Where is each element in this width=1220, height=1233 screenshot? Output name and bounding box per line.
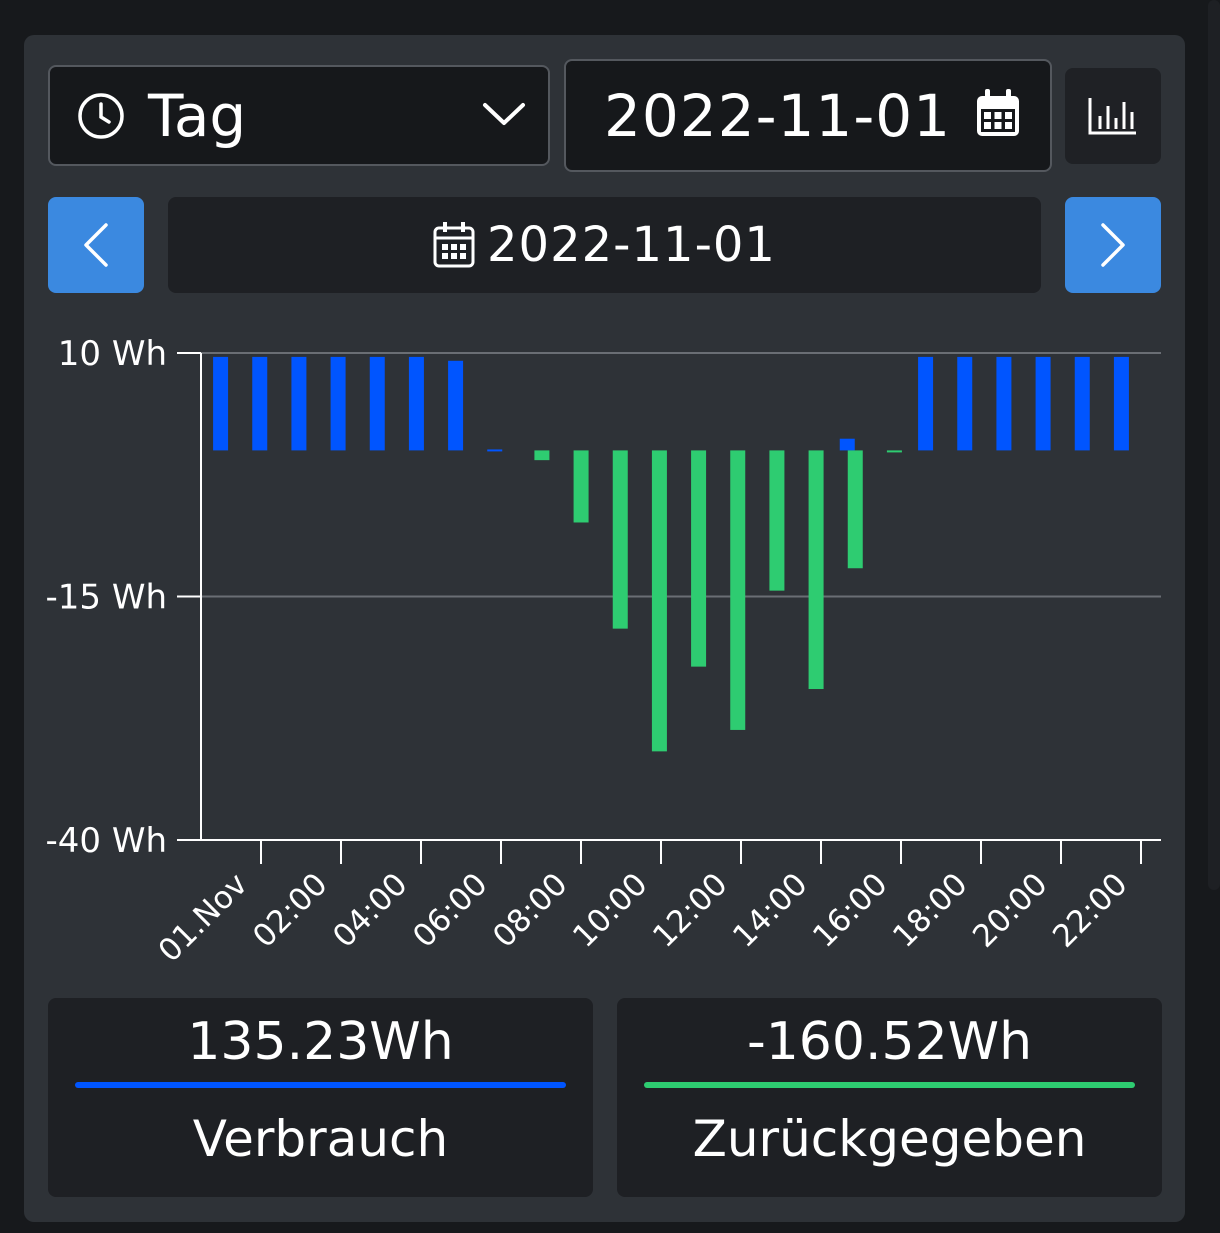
- consumption-bar[interactable]: [918, 356, 934, 451]
- consumption-bar[interactable]: [213, 356, 229, 451]
- calendar-icon[interactable]: [976, 88, 1020, 138]
- returned-bar[interactable]: [691, 450, 707, 667]
- energy-bar-chart: 10 Wh -15 Wh -40 Wh 01.Nov02:0004:0006:0008…: [45, 334, 1161, 969]
- consumption-bar[interactable]: [839, 438, 855, 451]
- x-tick-label: 04:00: [326, 866, 415, 955]
- consumption-bar[interactable]: [996, 356, 1012, 451]
- y-tick-label: 10 Wh: [58, 334, 167, 374]
- returned-total: -160.52Wh: [746, 1012, 1033, 1072]
- current-date-value: 2022-11-01: [487, 217, 776, 273]
- consumption-bar[interactable]: [330, 356, 346, 451]
- returned-bar[interactable]: [808, 450, 824, 690]
- consumption-bar[interactable]: [408, 356, 424, 451]
- consumption-label: Verbrauch: [192, 1110, 449, 1168]
- chevron-down-icon: [483, 103, 525, 125]
- returned-bar[interactable]: [612, 450, 628, 629]
- consumption-bar[interactable]: [1074, 356, 1090, 451]
- date-input[interactable]: 2022-11-01: [564, 59, 1052, 172]
- calendar-icon: [433, 222, 475, 268]
- consumption-bar[interactable]: [448, 360, 464, 451]
- next-day-button[interactable]: [1065, 197, 1161, 293]
- x-tick-label: 16:00: [806, 866, 895, 955]
- period-label: Tag: [148, 81, 247, 150]
- consumption-total: 135.23Wh: [187, 1012, 454, 1072]
- returned-legend-line: [644, 1082, 1135, 1088]
- x-tick-label: 02:00: [246, 866, 335, 955]
- consumption-bar[interactable]: [252, 356, 268, 451]
- x-tick-label: 08:00: [486, 866, 575, 955]
- returned-bar[interactable]: [573, 450, 589, 523]
- consumption-bar[interactable]: [369, 356, 385, 451]
- x-tick-label: 06:00: [406, 866, 495, 955]
- x-tick-label: 22:00: [1046, 866, 1135, 955]
- consumption-bar[interactable]: [1035, 356, 1051, 451]
- x-tick-label: 14:00: [726, 866, 815, 955]
- x-tick-label: 18:00: [886, 866, 975, 955]
- returned-bar[interactable]: [534, 450, 550, 461]
- consumption-bar[interactable]: [487, 449, 503, 452]
- x-tick-label: 01.Nov: [152, 866, 255, 969]
- x-tick-label: 12:00: [646, 866, 735, 955]
- y-tick-label: -15 Wh: [45, 578, 167, 618]
- consumption-bar[interactable]: [957, 356, 973, 451]
- previous-day-button[interactable]: [48, 197, 144, 293]
- period-select[interactable]: Tag: [48, 65, 550, 166]
- current-date-bar[interactable]: 2022-11-01: [168, 197, 1041, 293]
- x-tick-label: 20:00: [966, 866, 1055, 955]
- chart-toggle-button[interactable]: [1065, 68, 1161, 164]
- y-tick-label: -40 Wh: [45, 821, 167, 861]
- consumption-summary: 135.23Wh Verbrauch: [48, 998, 593, 1197]
- clock-icon: [78, 92, 124, 139]
- returned-bar[interactable]: [847, 450, 863, 569]
- returned-bar[interactable]: [651, 450, 667, 752]
- returned-summary: -160.52Wh Zurückgegeben: [617, 998, 1162, 1197]
- consumption-bar[interactable]: [1113, 356, 1129, 451]
- chevron-left-icon: [84, 223, 108, 267]
- consumption-bar[interactable]: [291, 356, 307, 451]
- returned-bar[interactable]: [769, 450, 785, 591]
- date-input-value: 2022-11-01: [604, 81, 952, 150]
- returned-label: Zurückgegeben: [692, 1110, 1087, 1168]
- scrollbar[interactable]: [1208, 0, 1220, 890]
- consumption-legend-line: [75, 1082, 566, 1088]
- bar-chart-icon: [1088, 98, 1136, 135]
- returned-bar[interactable]: [886, 450, 902, 453]
- returned-bar[interactable]: [730, 450, 746, 730]
- chevron-right-icon: [1101, 223, 1125, 267]
- x-tick-label: 10:00: [566, 866, 655, 955]
